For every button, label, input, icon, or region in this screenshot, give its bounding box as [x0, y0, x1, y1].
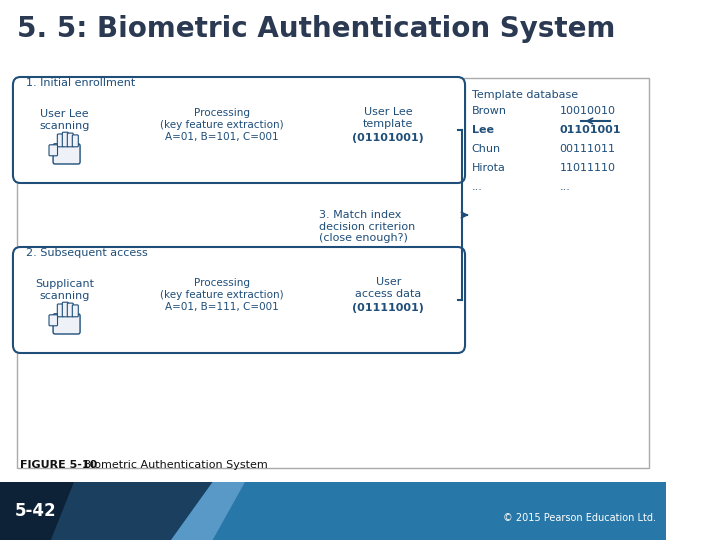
Polygon shape: [0, 482, 212, 540]
Text: Brown: Brown: [472, 106, 506, 116]
FancyBboxPatch shape: [63, 302, 68, 317]
FancyBboxPatch shape: [49, 145, 58, 156]
Text: User Lee
scanning: User Lee scanning: [40, 109, 90, 131]
Text: © 2015 Pearson Education Ltd.: © 2015 Pearson Education Ltd.: [503, 513, 657, 523]
FancyBboxPatch shape: [13, 247, 465, 353]
Text: 5. 5: Biometric Authentication System: 5. 5: Biometric Authentication System: [17, 15, 615, 43]
Text: Template database: Template database: [472, 90, 577, 100]
FancyBboxPatch shape: [67, 133, 73, 147]
FancyBboxPatch shape: [53, 144, 80, 164]
Polygon shape: [0, 482, 74, 540]
FancyBboxPatch shape: [58, 134, 63, 147]
FancyBboxPatch shape: [17, 78, 649, 468]
Text: Biometric Authentication System: Biometric Authentication System: [73, 460, 268, 470]
Text: (01101001): (01101001): [352, 133, 424, 143]
Text: ...: ...: [559, 182, 570, 192]
Text: FIGURE 5-10: FIGURE 5-10: [20, 460, 98, 470]
FancyBboxPatch shape: [49, 315, 58, 326]
FancyBboxPatch shape: [13, 77, 465, 183]
Text: Hirota: Hirota: [472, 163, 505, 173]
Text: (01111001): (01111001): [352, 303, 424, 313]
Text: 01101001: 01101001: [559, 125, 621, 135]
Polygon shape: [0, 482, 666, 540]
Text: User
access data: User access data: [355, 277, 421, 299]
FancyBboxPatch shape: [63, 132, 68, 147]
Text: 2. Subsequent access: 2. Subsequent access: [26, 248, 148, 258]
FancyBboxPatch shape: [72, 305, 78, 317]
Text: Processing
(key feature extraction)
A=01, B=111, C=001: Processing (key feature extraction) A=01…: [160, 279, 284, 312]
Text: 3. Match index
decision criterion
(close enough?): 3. Match index decision criterion (close…: [319, 210, 415, 243]
Text: User Lee
template: User Lee template: [363, 107, 413, 129]
Text: Processing
(key feature extraction)
A=01, B=101, C=001: Processing (key feature extraction) A=01…: [160, 109, 284, 141]
Text: 00111011: 00111011: [559, 144, 616, 154]
Text: 1. Initial enrollment: 1. Initial enrollment: [26, 78, 135, 88]
Polygon shape: [171, 482, 245, 540]
Text: Chun: Chun: [472, 144, 500, 154]
Text: ...: ...: [472, 182, 482, 192]
FancyBboxPatch shape: [67, 303, 73, 317]
Text: Supplicant
scanning: Supplicant scanning: [35, 279, 94, 301]
Text: 10010010: 10010010: [559, 106, 616, 116]
Text: 11011110: 11011110: [559, 163, 616, 173]
Text: Lee: Lee: [472, 125, 493, 135]
FancyBboxPatch shape: [58, 304, 63, 317]
FancyBboxPatch shape: [72, 135, 78, 147]
FancyBboxPatch shape: [53, 314, 80, 334]
Text: 5-42: 5-42: [15, 502, 56, 520]
